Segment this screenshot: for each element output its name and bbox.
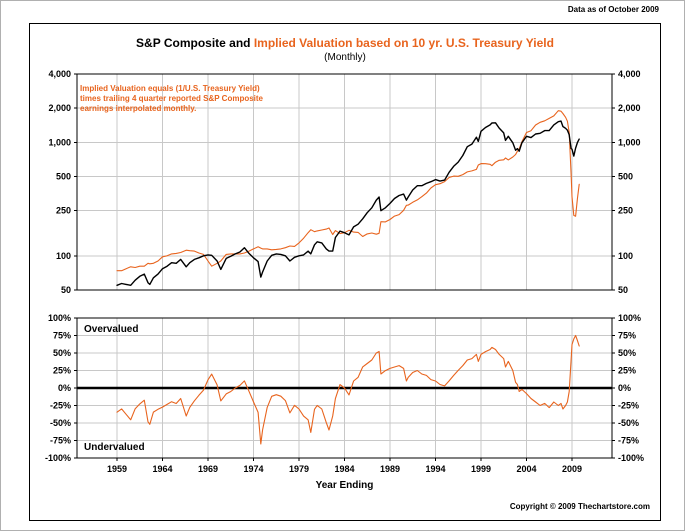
svg-text:1,000: 1,000 xyxy=(48,137,71,147)
svg-text:2009: 2009 xyxy=(562,464,582,474)
chart-title: S&P Composite and Implied Valuation base… xyxy=(30,36,660,50)
svg-text:1969: 1969 xyxy=(198,464,218,474)
svg-text:100: 100 xyxy=(618,251,633,261)
svg-text:250: 250 xyxy=(618,206,633,216)
chart-title-orange: Implied Valuation based on 10 yr. U.S. T… xyxy=(253,36,554,50)
svg-text:50%: 50% xyxy=(53,348,71,358)
svg-text:-25%: -25% xyxy=(50,401,71,411)
svg-text:100%: 100% xyxy=(618,313,641,323)
svg-text:100: 100 xyxy=(56,251,71,261)
svg-text:1959: 1959 xyxy=(107,464,127,474)
chart-title-black: S&P Composite and xyxy=(136,36,254,50)
svg-text:-50%: -50% xyxy=(50,418,71,428)
svg-text:1989: 1989 xyxy=(380,464,400,474)
svg-text:0%: 0% xyxy=(618,383,631,393)
svg-text:-100%: -100% xyxy=(618,453,644,463)
svg-text:25%: 25% xyxy=(618,366,636,376)
undervalued-label: Undervalued xyxy=(84,442,145,453)
svg-text:25%: 25% xyxy=(53,366,71,376)
sp-composite-series xyxy=(116,120,580,286)
annotation-line-3: earnings interpolated monthly. xyxy=(80,104,197,113)
svg-text:-75%: -75% xyxy=(618,436,639,446)
chart-subtitle: (Monthly) xyxy=(324,52,366,63)
svg-text:2,000: 2,000 xyxy=(618,103,641,113)
valuation-oscillator-series xyxy=(116,334,580,445)
overvalued-label: Overvalued xyxy=(84,324,139,335)
data-as-of-note: Data as of October 2009 xyxy=(567,5,659,14)
svg-text:4,000: 4,000 xyxy=(618,69,641,79)
svg-text:75%: 75% xyxy=(618,331,636,341)
implied-valuation-series xyxy=(116,110,580,272)
svg-text:1984: 1984 xyxy=(334,464,354,474)
chart-frame: 4,000 4,000 2,000 2,000 1,000 1,000 500 500 250 2… xyxy=(29,23,661,521)
svg-text:250: 250 xyxy=(56,206,71,216)
svg-text:4,000: 4,000 xyxy=(48,69,71,79)
svg-text:2004: 2004 xyxy=(516,464,536,474)
svg-text:0%: 0% xyxy=(58,383,71,393)
svg-text:50: 50 xyxy=(61,285,71,295)
svg-text:500: 500 xyxy=(618,172,633,182)
svg-text:-25%: -25% xyxy=(618,401,639,411)
svg-text:50: 50 xyxy=(618,285,628,295)
svg-text:50%: 50% xyxy=(618,348,636,358)
svg-text:1999: 1999 xyxy=(471,464,491,474)
svg-text:-100%: -100% xyxy=(45,453,71,463)
annotation-line-2: times trailing 4 quarter reported S&P Co… xyxy=(80,94,264,103)
svg-text:1964: 1964 xyxy=(153,464,173,474)
svg-text:1,000: 1,000 xyxy=(618,137,641,147)
svg-text:75%: 75% xyxy=(53,331,71,341)
x-axis-title: Year Ending xyxy=(315,480,374,491)
chart-plot: 4,000 4,000 2,000 2,000 1,000 1,000 500 500 250 2… xyxy=(45,69,644,474)
svg-text:1979: 1979 xyxy=(289,464,309,474)
svg-text:100%: 100% xyxy=(48,313,71,323)
svg-text:500: 500 xyxy=(56,172,71,182)
implied-valuation-annotation: Implied Valuation equals (1/U.S. Treasur… xyxy=(80,84,310,114)
svg-text:1994: 1994 xyxy=(425,464,445,474)
copyright-note: Copyright © 2009 Thechartstore.com xyxy=(509,502,650,511)
svg-text:1974: 1974 xyxy=(243,464,263,474)
annotation-line-1: Implied Valuation equals (1/U.S. Treasur… xyxy=(80,84,260,93)
svg-text:2,000: 2,000 xyxy=(48,103,71,113)
svg-text:-75%: -75% xyxy=(50,436,71,446)
svg-text:-50%: -50% xyxy=(618,418,639,428)
